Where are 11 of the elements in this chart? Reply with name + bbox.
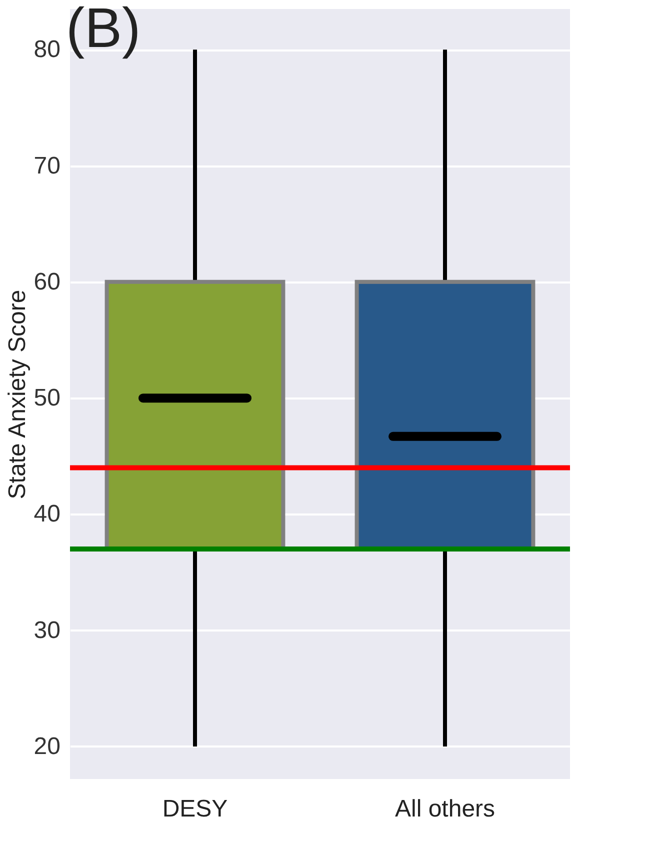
y-tick-label: 40 [34, 500, 60, 528]
annotation: (B) [66, 0, 141, 59]
y-tick-label: 50 [34, 384, 60, 412]
y-tick-label: 70 [34, 152, 60, 180]
y-axis-title: State Anxiety Score [4, 290, 31, 500]
x-tick-label: All others [394, 796, 496, 822]
y-tick-label: 30 [34, 616, 60, 644]
y-tick-label: 20 [34, 732, 60, 760]
x-tick-label: DESY [162, 796, 228, 822]
y-tick-label: 60 [34, 268, 60, 296]
y-tick-label: 80 [34, 36, 60, 64]
